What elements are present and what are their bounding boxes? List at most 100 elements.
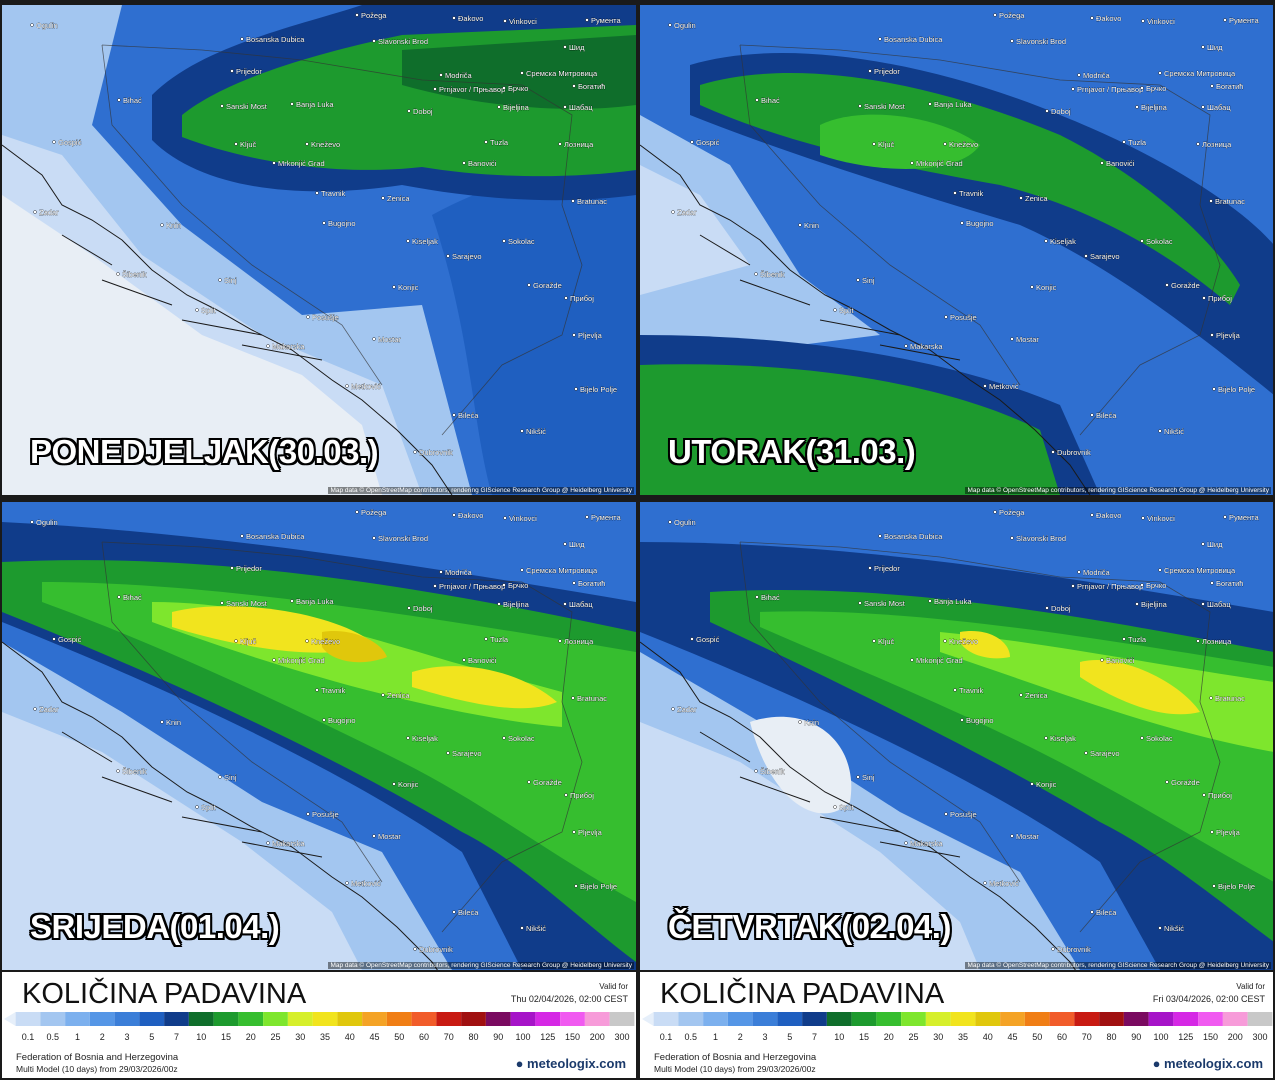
attribution: Map data © OpenStreetMap contributors, r…	[965, 487, 1271, 494]
city-label: Kneževo	[949, 140, 978, 149]
city-dot	[30, 23, 34, 27]
precip-area	[432, 155, 636, 495]
city-dot	[1010, 39, 1014, 43]
city-label: Mrkonjić Grad	[278, 159, 325, 168]
legend-value: 60	[1057, 1032, 1067, 1042]
city-label: Kneževo	[311, 637, 340, 646]
city-label: Vinkovci	[509, 514, 537, 523]
city-dot	[833, 308, 837, 312]
city-label: Богатић	[578, 82, 605, 91]
city-label: Banja Luka	[296, 100, 334, 109]
precip-area	[412, 666, 557, 709]
legend-swatch	[1074, 1012, 1100, 1026]
city-label: Bosanska Dubica	[246, 532, 305, 541]
city-dot	[240, 37, 244, 41]
legend-swatch	[950, 1012, 976, 1026]
city-label: Bihać	[123, 96, 142, 105]
city-label: Goražde	[1171, 281, 1200, 290]
border	[101, 541, 583, 933]
city-label: Шабац	[569, 103, 593, 112]
city-label: Mrkonjić Grad	[916, 656, 963, 665]
city-dot	[1030, 782, 1034, 786]
legend-value: 300	[1252, 1032, 1267, 1042]
precip-area	[640, 364, 1060, 495]
legend-swatch	[114, 1012, 140, 1026]
city-label: Богатић	[1216, 82, 1243, 91]
city-dot	[433, 584, 437, 588]
city-dot	[983, 881, 987, 885]
city-label: Zadar	[39, 208, 59, 217]
city-label: Sanski Most	[864, 102, 906, 111]
city-label: Шид	[569, 540, 585, 549]
legend-swatch	[461, 1012, 486, 1026]
city-dot	[833, 805, 837, 809]
city-label: Sarajevo	[1090, 252, 1120, 261]
city-label: Bijeljina	[503, 103, 530, 112]
city-label: Prnjavor / Прњавор	[1077, 582, 1143, 591]
city-dot	[572, 830, 576, 834]
legend-value: 80	[1106, 1032, 1116, 1042]
city-dot	[345, 881, 349, 885]
city-label: Modriča	[445, 71, 473, 80]
city-dot	[1010, 834, 1014, 838]
city-dot	[1212, 884, 1216, 888]
city-dot	[563, 105, 567, 109]
legend-value: 50	[394, 1032, 404, 1042]
city-dot	[1140, 736, 1144, 740]
city-label: Knin	[804, 718, 819, 727]
city-label: Sarajevo	[452, 749, 482, 758]
city-dot	[943, 639, 947, 643]
precip-area	[402, 35, 636, 109]
city-label: Tuzla	[490, 635, 509, 644]
city-dot	[452, 513, 456, 517]
city-dot	[433, 87, 437, 91]
city-label: Лозница	[1202, 637, 1232, 646]
precip-area	[960, 631, 1010, 659]
legend-arrow	[642, 1012, 654, 1026]
city-dot	[1202, 793, 1206, 797]
city-dot	[798, 720, 802, 724]
city-dot	[160, 720, 164, 724]
attribution: Map data © OpenStreetMap contributors, r…	[965, 962, 1271, 969]
city-label: Bugojno	[966, 219, 994, 228]
precip-area	[750, 716, 852, 814]
city-label: Metković	[351, 879, 381, 888]
city-label: Konjic	[398, 283, 419, 292]
city-dot	[1158, 429, 1162, 433]
city-label: Mrkonjić Grad	[278, 656, 325, 665]
city-label: Metković	[989, 879, 1019, 888]
region: Federation of Bosnia and Herzegovina	[654, 1052, 817, 1063]
city-label: Zenica	[1025, 194, 1048, 203]
legend-value: 40	[345, 1032, 355, 1042]
city-dot	[218, 775, 222, 779]
city-dot	[755, 98, 759, 102]
city-label: Прибој	[1208, 294, 1232, 303]
city-label: Sarajevo	[1090, 749, 1120, 758]
legend-bar: 0.1 0.5 1 2 3 5 7 10 15 20 25 30 35 40 45 50 60 70 80 90 100…	[642, 1012, 1273, 1042]
islands	[699, 731, 961, 858]
city-dot	[230, 69, 234, 73]
city-dot	[1122, 637, 1126, 641]
legend-swatch	[1024, 1012, 1050, 1026]
city-dot	[452, 16, 456, 20]
city-dot	[372, 39, 376, 43]
legend-value: 30	[295, 1032, 305, 1042]
city-dot	[306, 812, 310, 816]
city-dot	[574, 884, 578, 888]
city-dot	[272, 658, 276, 662]
city-dot	[1051, 947, 1055, 951]
legend-value: 70	[444, 1032, 454, 1042]
legend-swatch	[386, 1012, 412, 1026]
city-label: Прибој	[570, 294, 594, 303]
city-label: Kiseljak	[1050, 237, 1076, 246]
city-dot	[1165, 283, 1169, 287]
legend-swatch	[1148, 1012, 1174, 1026]
city-dot	[502, 736, 506, 740]
islands	[699, 234, 961, 361]
valid-time: Thu 02/04/2026, 02:00 CEST	[510, 994, 628, 1004]
city-dot	[856, 775, 860, 779]
city-label: Sinj	[862, 276, 875, 285]
city-label: Doboj	[413, 604, 433, 613]
legend-value: 1	[713, 1032, 718, 1042]
